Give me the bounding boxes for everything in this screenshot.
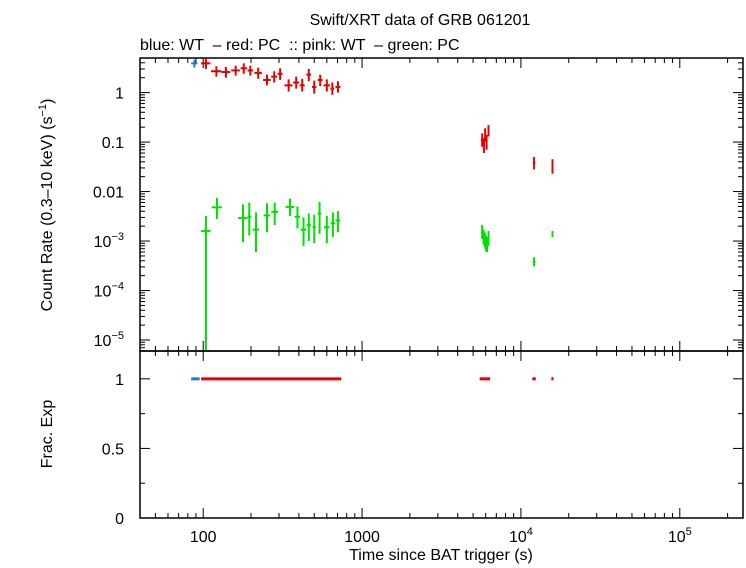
blue-data-point [191,59,198,68]
lower-panel: 00.51 Frac. Exp [39,350,744,528]
red-data-point [330,82,335,95]
red-data-point [312,80,317,94]
green-data-point [211,197,222,219]
y-axis-label-sup: −1 [37,104,49,117]
y-tick-label-base: 10 [94,333,112,350]
red-data-point [211,66,222,77]
green-data-point [335,211,341,233]
y-tick-label: 0.01 [93,185,124,202]
x-tick-label: 100 [190,529,217,546]
red-data-point [201,58,211,69]
green-data-point [263,203,271,233]
green-data-point [487,230,490,246]
x-tick-label-base: 10 [509,529,527,546]
y-tick-label: 0.5 [102,441,124,458]
y-tick-label-exp: −3 [111,231,124,243]
green-data-point [285,198,295,217]
y-tick-label-base: 1 [115,86,124,103]
x-axis-label: Time since BAT trigger (s) [349,547,533,564]
lower-plot-frame [139,350,744,519]
x-tick-label: 1000 [344,529,380,546]
y-tick-label-base: 10 [94,284,112,301]
x-axis-tick-labels: 100 1000 104 105 [190,526,692,546]
y-tick-label: 10−5 [94,330,124,350]
red-data-point [551,159,554,174]
y-tick-label: 1 [115,86,124,103]
red-data-point [271,71,278,83]
x-tick-label-base: 10 [668,529,686,546]
green-data-point [201,216,211,351]
y-tick-label-exp: −4 [111,281,124,293]
green-data-point [317,201,322,234]
green-data-point [271,202,279,226]
chart-subtitle: blue: WT – red: PC :: pink: WT – green: … [140,37,460,54]
x-tick-label-base: 1000 [344,529,380,546]
y-tick-label-base: 0.1 [102,135,124,152]
red-data-point [263,74,271,86]
y-tick-label: 10−3 [94,231,124,251]
x-tick-label: 105 [668,526,692,546]
red-data-point [284,79,293,92]
green-data-point [551,230,554,238]
chart-title: Swift/XRT data of GRB 061201 [310,12,531,29]
upper-plot-frame [139,57,744,352]
green-data-point [238,204,248,243]
count-rate-points [191,58,554,351]
red-data-point [231,65,240,76]
red-data-point [299,78,305,92]
y-tick-label-base: 0.5 [102,441,124,458]
y-axis-label-main: Count Rate (0.3–10 keV) (s [39,117,56,312]
green-data-point [486,237,489,253]
green-data-point [323,216,330,244]
green-data-point [306,213,311,242]
red-data-point [482,138,485,154]
red-data-point [254,67,262,79]
x-tick-label-exp: 5 [686,526,692,538]
x-tick-label-base: 100 [190,529,217,546]
red-data-point [306,68,312,82]
red-data-point [323,79,330,92]
y-tick-label-exp: −5 [111,330,124,342]
y-tick-label-base: 0.01 [93,185,124,202]
y-tick-label-base: 0 [115,511,124,528]
y-tick-label: 1 [115,372,124,389]
green-data-point [330,212,335,238]
lower-axis-ticks: 00.51 [102,351,743,528]
green-data-point [312,214,316,244]
green-data-point [252,212,260,253]
red-data-point [293,76,300,89]
green-data-point [247,202,252,236]
y-tick-label-base: 10 [94,234,112,251]
y-axis-label-count-rate: Count Rate (0.3–10 keV) (s−1) [37,99,56,312]
red-data-point [485,134,488,150]
green-data-point [294,206,301,229]
x-tick-label: 104 [509,526,533,546]
green-data-point [300,217,307,246]
red-data-point [487,125,490,137]
red-data-point [247,65,254,76]
y-tick-label-base: 1 [115,372,124,389]
green-data-point [532,257,536,267]
red-data-point [317,74,323,87]
y-axis-label-end: ) [39,99,56,104]
red-data-point [335,81,341,93]
red-data-point [240,63,248,74]
red-data-point [484,128,487,143]
y-tick-label: 0.1 [102,135,124,152]
x-tick-label-exp: 4 [527,526,533,538]
y-axis-label-frac-exp: Frac. Exp [39,400,56,469]
red-data-point [221,66,231,78]
red-data-point [277,68,283,80]
red-data-point [532,156,536,170]
y-tick-label: 10−4 [94,281,124,301]
y-tick-label: 0 [115,511,124,528]
